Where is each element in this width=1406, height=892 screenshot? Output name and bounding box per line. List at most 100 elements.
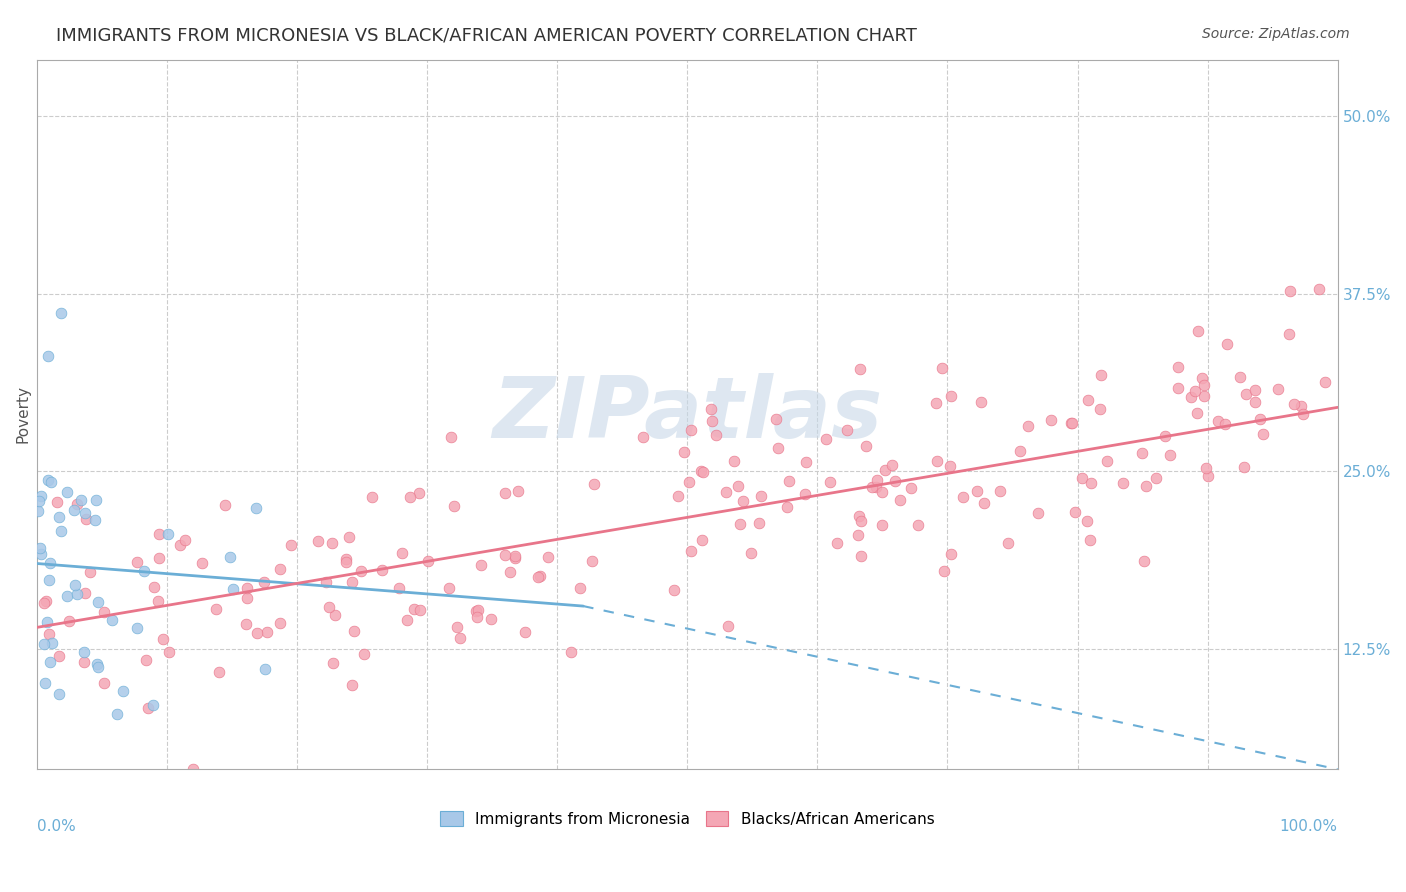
pink [1060, 416, 1083, 430]
pink [1234, 387, 1257, 401]
pink [794, 486, 817, 500]
pink [148, 551, 170, 566]
blue [62, 503, 84, 517]
blue [75, 506, 97, 520]
pink [398, 491, 420, 505]
pink [418, 553, 440, 567]
pink [1313, 375, 1336, 389]
pink [1167, 381, 1189, 395]
pink [740, 546, 762, 560]
blue [28, 541, 51, 556]
pink [191, 556, 214, 570]
pink [1130, 445, 1153, 459]
blue [245, 501, 267, 516]
pink [1180, 390, 1202, 404]
blue [39, 557, 62, 571]
pink [371, 563, 394, 577]
pink [181, 762, 204, 776]
pink [1253, 427, 1275, 442]
pink [1017, 419, 1039, 434]
pink [246, 626, 269, 640]
blue [70, 493, 93, 508]
pink [1078, 533, 1101, 547]
pink [870, 518, 893, 533]
pink [1243, 395, 1265, 409]
pink [1135, 478, 1157, 492]
blue [49, 524, 72, 538]
pink [391, 546, 413, 560]
pink [932, 564, 955, 578]
pink [568, 581, 591, 595]
blue [30, 548, 52, 562]
pink [437, 581, 460, 595]
pink [527, 570, 550, 584]
pink [849, 362, 872, 376]
blue [222, 582, 245, 596]
pink [723, 454, 745, 468]
pink [208, 665, 231, 679]
pink [1191, 371, 1213, 385]
pink [235, 617, 257, 632]
pink [46, 494, 69, 508]
pink [690, 464, 713, 478]
pink [337, 530, 360, 544]
pink [1195, 461, 1218, 475]
pink [873, 463, 896, 477]
pink [966, 484, 988, 499]
pink [204, 601, 226, 615]
pink [340, 574, 363, 589]
pink [79, 566, 101, 580]
blue [111, 683, 134, 698]
blue [27, 503, 49, 517]
pink [446, 620, 468, 634]
blue [65, 587, 87, 601]
pink [340, 678, 363, 692]
pink [872, 485, 894, 500]
pink [1233, 459, 1256, 474]
pink [1112, 475, 1135, 490]
pink [1284, 397, 1306, 411]
pink [704, 427, 727, 442]
blue [37, 350, 59, 364]
pink [125, 555, 148, 569]
Text: IMMIGRANTS FROM MICRONESIA VS BLACK/AFRICAN AMERICAN POVERTY CORRELATION CHART: IMMIGRANTS FROM MICRONESIA VS BLACK/AFRI… [56, 27, 917, 45]
pink [350, 565, 373, 579]
pink [318, 599, 340, 614]
pink [1216, 336, 1239, 351]
pink [846, 528, 869, 542]
pink [1279, 284, 1302, 298]
pink [931, 360, 953, 375]
pink [1077, 393, 1099, 408]
pink [941, 547, 963, 561]
pink [731, 494, 754, 508]
pink [582, 476, 605, 491]
pink [65, 497, 87, 511]
pink [1071, 470, 1094, 484]
pink [765, 411, 787, 425]
pink [503, 549, 526, 563]
pink [678, 475, 700, 489]
pink [315, 574, 337, 589]
pink [169, 537, 191, 551]
pink [794, 455, 817, 469]
pink [1249, 412, 1271, 426]
pink [146, 594, 169, 608]
blue [101, 613, 124, 627]
pink [990, 483, 1012, 498]
blue [55, 485, 77, 500]
pink [768, 441, 790, 455]
pink [939, 459, 962, 474]
pink [690, 533, 713, 548]
pink [837, 423, 859, 437]
pink [335, 555, 357, 569]
pink [1291, 408, 1313, 422]
pink [970, 395, 993, 409]
pink [662, 582, 685, 597]
pink [1167, 360, 1189, 375]
pink [1090, 368, 1112, 383]
pink [508, 484, 530, 499]
pink [35, 593, 58, 607]
pink [343, 624, 366, 638]
pink [700, 402, 723, 417]
pink [58, 615, 80, 629]
